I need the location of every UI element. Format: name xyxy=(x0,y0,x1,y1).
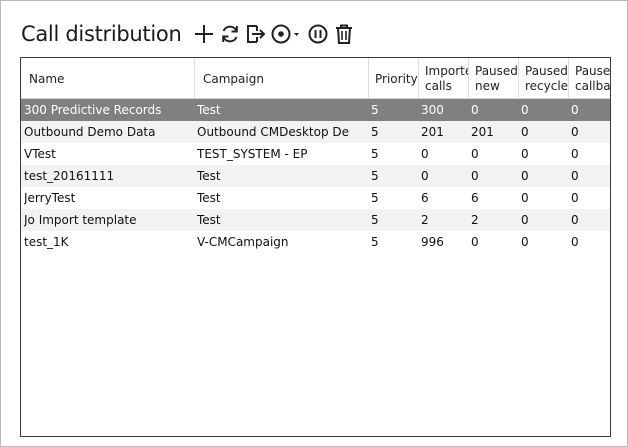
column-header-priority[interactable]: Priority xyxy=(369,58,419,98)
add-button[interactable] xyxy=(191,20,217,48)
page-title: Call distribution xyxy=(21,22,182,46)
cell-paused-recycle: 0 xyxy=(521,103,529,117)
cell-imported: 0 xyxy=(421,147,429,161)
cell-priority: 5 xyxy=(371,169,379,183)
delete-button[interactable] xyxy=(331,20,357,48)
cell-imported: 6 xyxy=(421,191,429,205)
cell-name: test_1K xyxy=(24,235,69,249)
cell-name: VTest xyxy=(24,147,56,161)
cell-campaign: Test xyxy=(197,103,221,117)
cell-priority: 5 xyxy=(371,213,379,227)
table-row[interactable]: 300 Predictive Records Test 5 300 0 0 0 xyxy=(21,99,610,121)
cell-name: test_20161111 xyxy=(24,169,115,183)
cell-paused-recycle: 0 xyxy=(521,235,529,249)
column-header-paused-recycle[interactable]: Paused recycle xyxy=(519,58,569,98)
column-header-paused-callback[interactable]: Pausedcallback xyxy=(575,64,610,93)
cell-name: JerryTest xyxy=(24,191,76,205)
column-header-campaign[interactable]: Campaign xyxy=(195,58,369,98)
trash-icon xyxy=(336,24,353,44)
cell-campaign: Test xyxy=(197,169,221,183)
cell-imported: 0 xyxy=(421,169,429,183)
call-distribution-table[interactable]: Name Campaign Priority Importedcalls Pau… xyxy=(20,57,611,437)
start-dropdown-button[interactable] xyxy=(269,20,305,48)
cell-imported: 996 xyxy=(421,235,444,249)
cell-imported: 201 xyxy=(421,125,444,139)
record-dropdown-icon xyxy=(271,24,300,44)
table-row[interactable]: test_1K V-CMCampaign 5 996 0 0 0 xyxy=(21,231,610,253)
cell-campaign: Test xyxy=(197,213,221,227)
export-icon xyxy=(247,25,266,43)
column-header-paused-new[interactable]: Paused new xyxy=(469,58,519,98)
refresh-button[interactable] xyxy=(217,20,243,48)
cell-imported: 2 xyxy=(421,213,429,227)
cell-campaign: Outbound CMDesktop De xyxy=(197,125,350,139)
cell-priority: 5 xyxy=(371,191,379,205)
cell-campaign: V-CMCampaign xyxy=(197,235,289,249)
table-row[interactable]: test_20161111 Test 5 0 0 0 0 xyxy=(21,165,610,187)
cell-priority: 5 xyxy=(371,235,379,249)
column-header-imported-calls[interactable]: Importedcalls xyxy=(419,58,469,98)
cell-paused-callback: 0 xyxy=(571,169,579,183)
export-button[interactable] xyxy=(243,20,269,48)
cell-paused-new: 0 xyxy=(471,147,479,161)
cell-paused-recycle: 0 xyxy=(521,147,529,161)
cell-paused-new: 0 xyxy=(471,169,479,183)
table-row[interactable]: JerryTest Test 5 6 6 0 0 xyxy=(21,187,610,209)
cell-imported: 300 xyxy=(421,103,444,117)
cell-priority: 5 xyxy=(371,103,379,117)
table-row[interactable]: Jo Import template Test 5 2 2 0 0 xyxy=(21,209,610,231)
cell-paused-new: 6 xyxy=(471,191,479,205)
cell-name: Jo Import template xyxy=(24,213,137,227)
table-header: Name Campaign Priority Importedcalls Pau… xyxy=(21,58,610,99)
cell-paused-new: 0 xyxy=(471,103,479,117)
cell-paused-callback: 0 xyxy=(571,191,579,205)
header: Call distribution xyxy=(21,19,357,49)
cell-paused-callback: 0 xyxy=(571,235,579,249)
table-row[interactable]: Outbound Demo Data Outbound CMDesktop De 5… xyxy=(21,121,610,143)
cell-paused-callback: 0 xyxy=(571,213,579,227)
cell-paused-new: 201 xyxy=(471,125,494,139)
cell-paused-new: 2 xyxy=(471,213,479,227)
cell-paused-callback: 0 xyxy=(571,103,579,117)
cell-paused-new: 0 xyxy=(471,235,479,249)
pause-icon xyxy=(308,24,328,44)
cell-paused-recycle: 0 xyxy=(521,213,529,227)
cell-paused-callback: 0 xyxy=(571,125,579,139)
cell-paused-callback: 0 xyxy=(571,147,579,161)
table-row[interactable]: VTest TEST_SYSTEM - EP 5 0 0 0 0 xyxy=(21,143,610,165)
pause-button[interactable] xyxy=(305,20,331,48)
cell-paused-recycle: 0 xyxy=(521,169,529,183)
cell-name: 300 Predictive Records xyxy=(24,103,162,117)
cell-paused-recycle: 0 xyxy=(521,191,529,205)
cell-campaign: TEST_SYSTEM - EP xyxy=(197,147,308,161)
cell-priority: 5 xyxy=(371,125,379,139)
cell-name: Outbound Demo Data xyxy=(24,125,156,139)
column-header-name[interactable]: Name xyxy=(21,58,195,98)
cell-priority: 5 xyxy=(371,147,379,161)
cell-campaign: Test xyxy=(197,191,221,205)
plus-icon xyxy=(195,25,214,43)
refresh-icon xyxy=(222,25,239,43)
cell-paused-recycle: 0 xyxy=(521,125,529,139)
